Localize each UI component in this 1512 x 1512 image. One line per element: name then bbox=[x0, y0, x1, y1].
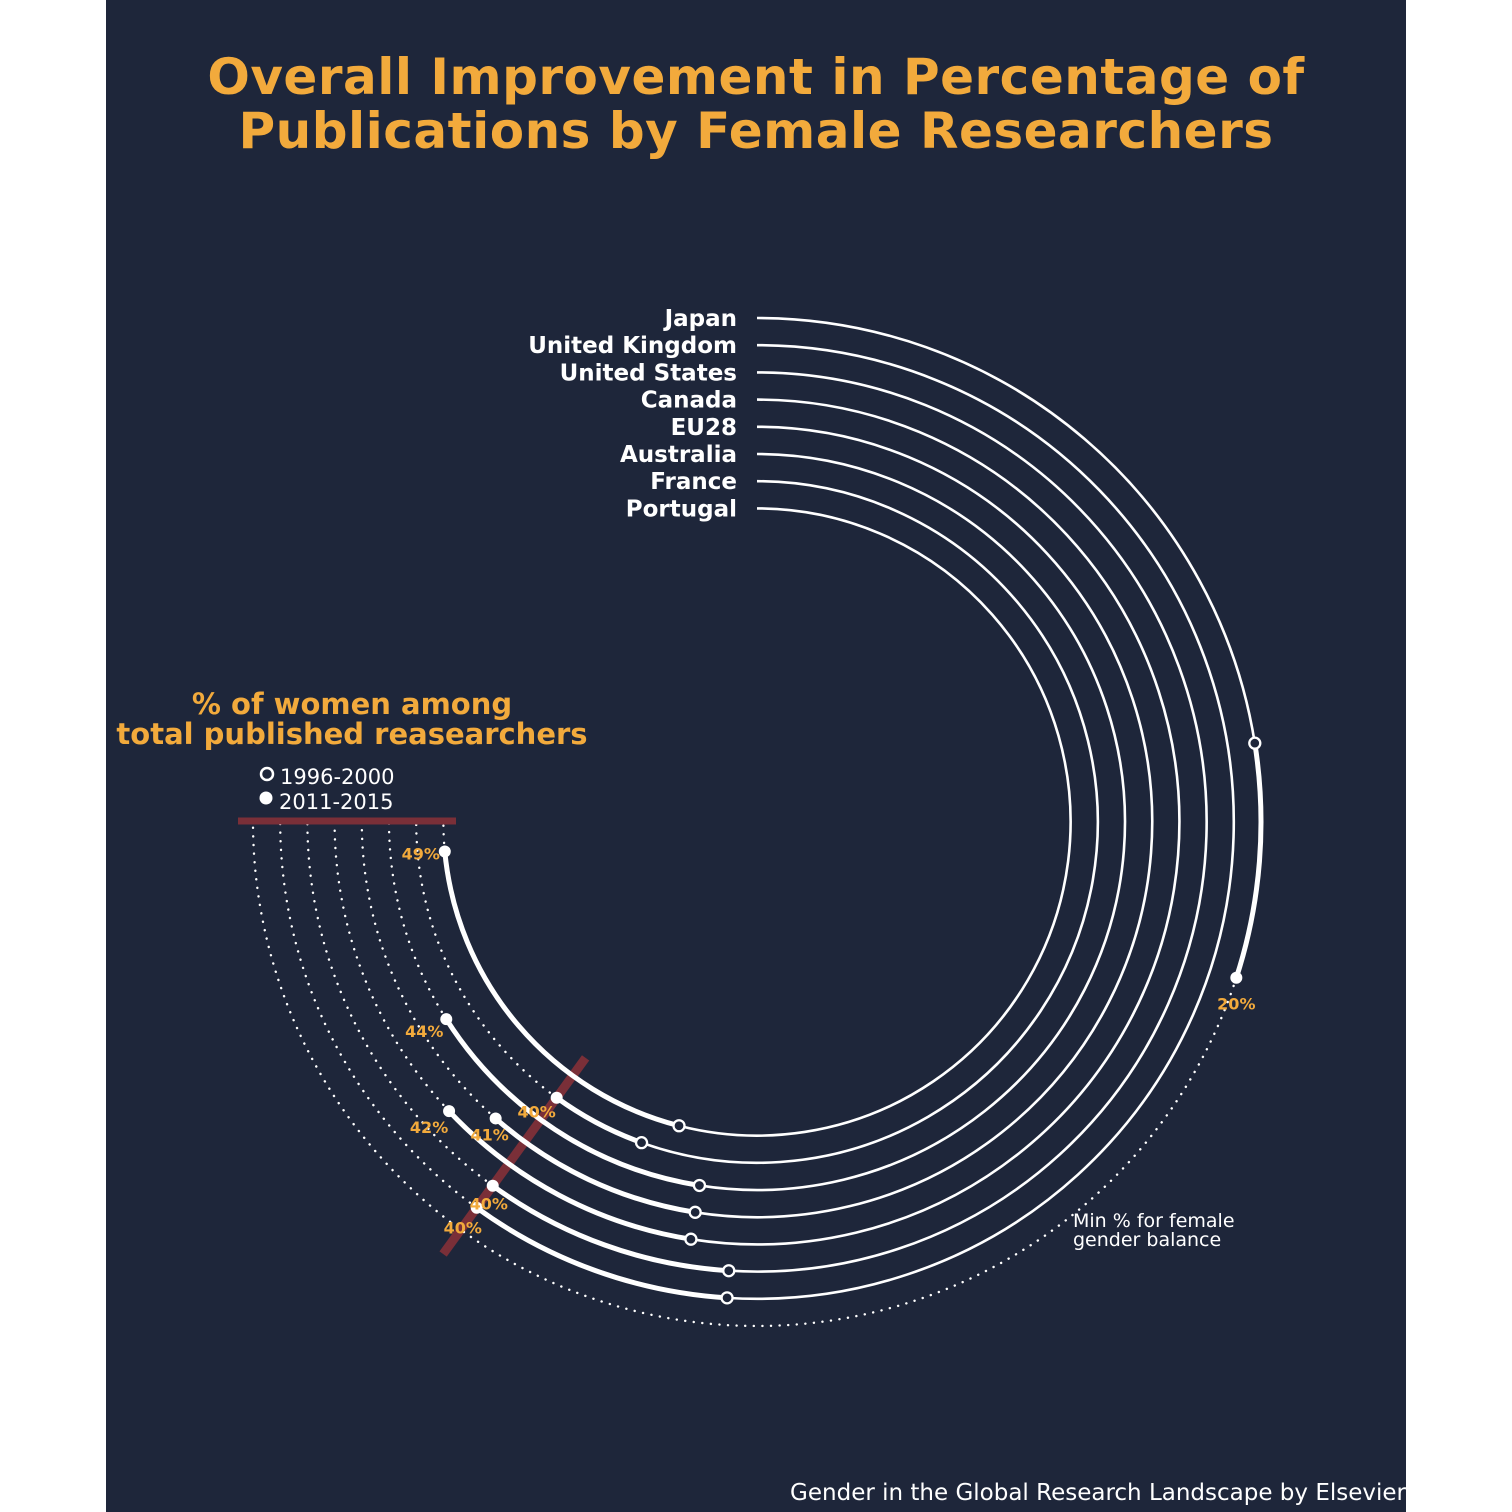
legend-title-line-1: % of women among bbox=[192, 687, 512, 721]
track-solid-australia bbox=[699, 452, 1127, 1192]
threshold-line bbox=[439, 1055, 590, 1257]
data-arcs bbox=[442, 316, 1264, 1301]
track-solid-united-states bbox=[728, 371, 1208, 1273]
improvement-arc-united-kingdom bbox=[474, 1205, 730, 1301]
chart-background bbox=[106, 0, 1406, 1512]
country-label-japan: Japan bbox=[663, 306, 737, 332]
threshold-group bbox=[439, 1055, 590, 1257]
improvement-arc-japan bbox=[1233, 740, 1264, 981]
track-solid-france bbox=[641, 479, 1100, 1165]
track-dotted-canada bbox=[333, 820, 451, 1113]
point-1996-2000-canada bbox=[684, 1232, 698, 1246]
improvement-arc-portugal bbox=[442, 849, 682, 1129]
point-2011-2015-australia bbox=[440, 1013, 453, 1026]
point-2011-2015-united-states bbox=[486, 1179, 499, 1192]
value-label-united-kingdom: 40% bbox=[444, 1219, 482, 1238]
value-label-australia: 44% bbox=[405, 1022, 443, 1041]
point-1996-2000-portugal bbox=[672, 1119, 686, 1133]
country-label-united-states: United States bbox=[560, 360, 737, 386]
improvement-arc-united-states bbox=[490, 1183, 732, 1274]
value-labels: 20% 40% 40% 42% 41% 44% 40% 49% bbox=[402, 845, 1256, 1238]
point-2011-2015-united-kingdom bbox=[470, 1201, 483, 1214]
chart-title-line-1: Overall Improvement in Percentage of bbox=[207, 48, 1305, 106]
country-label-eu28: EU28 bbox=[671, 415, 737, 441]
point-2011-2015-portugal bbox=[438, 845, 451, 858]
point-2011-2015-france bbox=[550, 1091, 563, 1104]
track-solid-portugal bbox=[678, 507, 1072, 1137]
legend-marker-1996 bbox=[259, 766, 275, 782]
country-label-united-kingdom: United Kingdom bbox=[528, 333, 737, 359]
improvement-arc-canada bbox=[446, 1108, 694, 1242]
value-label-france: 40% bbox=[518, 1103, 556, 1122]
track-solid-eu28 bbox=[694, 425, 1154, 1219]
legend-marker-2011 bbox=[259, 791, 273, 805]
source-caption: Gender in the Global Research Landscape … bbox=[790, 1480, 1406, 1506]
threshold-label-line-1: Min % for female bbox=[1073, 1210, 1235, 1232]
value-label-canada: 42% bbox=[410, 1118, 448, 1137]
point-2011-2015-japan bbox=[1230, 971, 1243, 984]
point-2011-2015-canada bbox=[443, 1105, 456, 1118]
legend-label-1996: 1996-2000 bbox=[280, 765, 394, 789]
improvement-arc-eu28 bbox=[493, 1115, 698, 1215]
track-solid-united-kingdom bbox=[726, 343, 1236, 1301]
track-dotted-australia bbox=[387, 820, 448, 1021]
point-2011-2015-eu28 bbox=[489, 1112, 502, 1125]
chart-title-line-2: Publications by Female Researchers bbox=[238, 102, 1274, 160]
point-1996-2000-eu28 bbox=[688, 1205, 702, 1219]
track-dotted-united-kingdom bbox=[279, 820, 478, 1209]
track-dotted-united-states bbox=[306, 820, 494, 1187]
improvement-arc-france bbox=[554, 1095, 645, 1146]
point-1996-2000-united-states bbox=[722, 1264, 736, 1278]
country-label-australia: Australia bbox=[620, 442, 737, 468]
chart-title: Overall Improvement in Percentage of Pub… bbox=[106, 50, 1406, 158]
country-label-portugal: Portugal bbox=[626, 496, 737, 522]
country-label-canada: Canada bbox=[641, 388, 737, 414]
value-label-united-states: 40% bbox=[470, 1195, 508, 1214]
point-1996-2000-united-kingdom bbox=[720, 1291, 734, 1305]
value-label-portugal: 49% bbox=[402, 845, 440, 864]
track-solid-japan bbox=[756, 316, 1257, 744]
point-1996-2000-japan bbox=[1248, 736, 1262, 750]
threshold-annotation: Min % for female gender balance bbox=[1073, 1210, 1235, 1251]
point-1996-2000-australia bbox=[692, 1178, 707, 1193]
legend: % of women among total published reasear… bbox=[116, 687, 588, 825]
value-label-japan: 20% bbox=[1217, 995, 1255, 1014]
value-label-eu28: 41% bbox=[471, 1125, 509, 1144]
legend-label-2011: 2011-2015 bbox=[279, 790, 393, 814]
data-points bbox=[438, 736, 1262, 1305]
track-dotted-eu28 bbox=[360, 820, 497, 1120]
threshold-label-line-2: gender balance bbox=[1073, 1229, 1221, 1251]
legend-title-line-2: total published reasearchers bbox=[116, 717, 587, 751]
country-label-france: France bbox=[650, 469, 737, 495]
point-1996-2000-france bbox=[634, 1136, 649, 1150]
track-solid-canada bbox=[690, 398, 1181, 1246]
improvement-arc-australia bbox=[443, 1016, 702, 1188]
track-dotted-france bbox=[415, 820, 558, 1099]
